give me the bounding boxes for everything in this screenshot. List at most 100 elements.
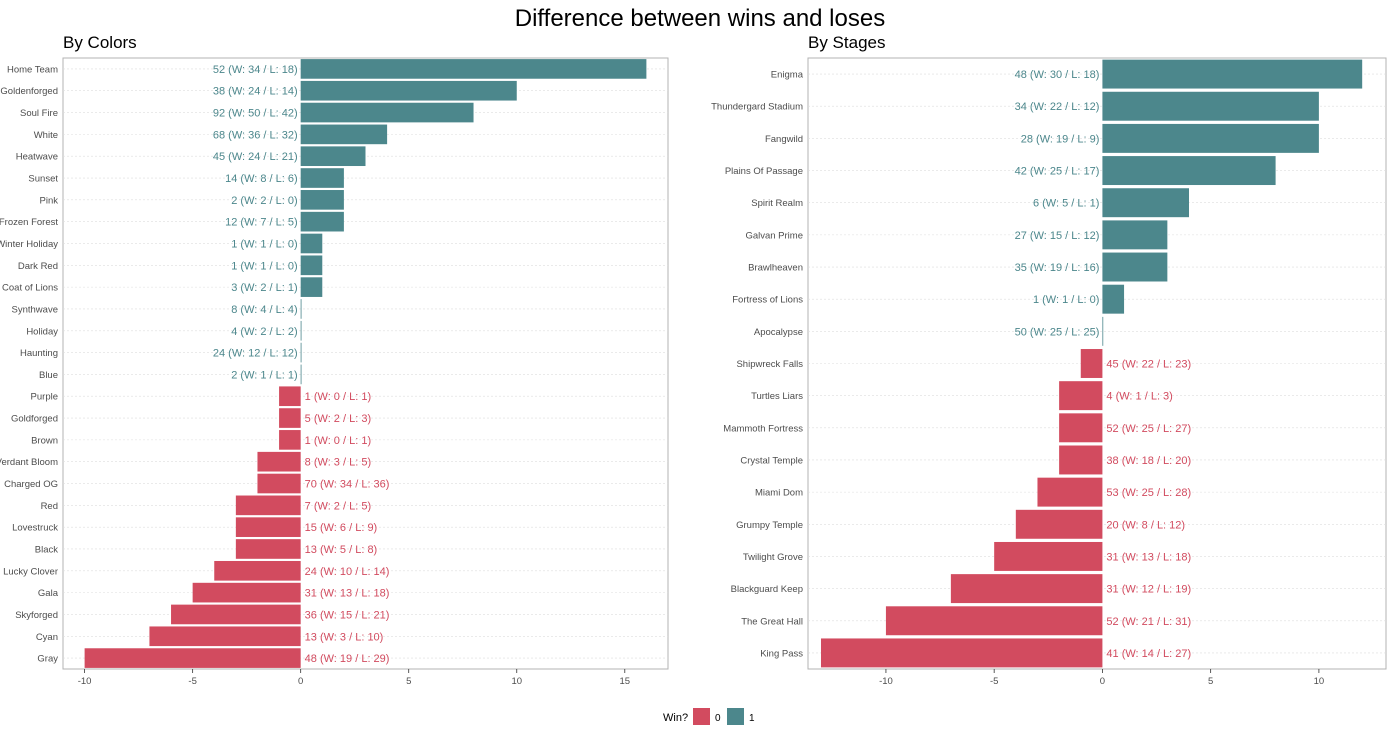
p0-bar-label: 36 (W: 15 / L: 21): [305, 609, 390, 621]
p1-category-label: Shipwreck Falls: [736, 359, 803, 370]
p0-bar-label: 31 (W: 13 / L: 18): [305, 588, 390, 600]
p0-bar: [300, 190, 344, 210]
p1-bar: [1102, 91, 1319, 121]
p0-category-label: Gray: [37, 654, 58, 665]
p0-bar-label: 4 (W: 2 / L: 2): [231, 326, 297, 338]
p1-category-label: Mammoth Fortress: [723, 423, 803, 434]
p0-bar: [171, 604, 301, 625]
p0-bar-label: 2 (W: 2 / L: 0): [231, 195, 297, 207]
p1-bar: [1059, 413, 1103, 443]
p0-bar-label: 1 (W: 1 / L: 0): [231, 260, 297, 272]
p1-category-label: Plains Of Passage: [725, 166, 803, 177]
p0-bar: [279, 430, 301, 450]
p0-category-label: Brown: [31, 435, 58, 446]
p1-bar-label: 38 (W: 18 / L: 20): [1106, 455, 1191, 467]
p1-category-label: Fortress of Lions: [732, 295, 803, 306]
p0-bar-label: 13 (W: 5 / L: 8): [305, 544, 378, 556]
p0-bar-label: 13 (W: 3 / L: 10): [305, 631, 384, 643]
p0-x-tick-label: -10: [78, 676, 92, 687]
p0-bar-label: 3 (W: 2 / L: 1): [231, 282, 297, 294]
legend-label-loss: 0: [715, 713, 721, 724]
legend-label-win: 1: [749, 713, 755, 724]
p0-bar: [300, 102, 474, 123]
legend-key-win: [727, 708, 744, 725]
p1-bar: [1102, 156, 1276, 186]
p0-bar: [235, 495, 301, 516]
p1-category-label: Spirit Realm: [751, 198, 803, 209]
p1-bar-label: 28 (W: 19 / L: 9): [1021, 133, 1100, 145]
p0-category-label: Skyforged: [15, 610, 58, 621]
p1-bar: [885, 606, 1103, 636]
p0-bar: [84, 648, 301, 668]
panel-by-stages: By Stages -10 -5 0 5 10 48 (W: 30 / L: 18) Eni…: [711, 33, 1387, 687]
p0-bar: [300, 146, 366, 167]
p0-bar: [300, 255, 323, 276]
p1-category-label: Galvan Prime: [745, 230, 803, 241]
p0-category-label: Goldenforged: [0, 86, 58, 97]
p0-category-label: Purple: [31, 392, 58, 403]
p0-category-label: Frozen Forest: [0, 217, 58, 228]
p0-category-label: Cyan: [36, 632, 58, 643]
p0-bar: [300, 342, 302, 363]
p0-category-label: Heatwave: [16, 152, 58, 163]
p0-x-tick-label: 0: [298, 676, 303, 687]
p1-bar: [1059, 381, 1103, 411]
p1-bar-label: 35 (W: 19 / L: 16): [1015, 262, 1100, 274]
p0-category-label: White: [34, 130, 58, 141]
panel-title-by-stages: By Stages: [808, 33, 886, 52]
p1-category-label: Apocalypse: [754, 327, 803, 338]
p1-bar: [1080, 349, 1103, 378]
p0-category-label: Synthwave: [12, 304, 58, 315]
p0-bar: [235, 539, 301, 559]
p1-bar-label: 6 (W: 5 / L: 1): [1033, 198, 1099, 210]
p0-bar: [300, 211, 344, 232]
p1-bar: [1102, 188, 1190, 218]
legend-key-loss: [693, 708, 710, 725]
p1-bar-label: 42 (W: 25 / L: 17): [1015, 166, 1100, 178]
p0-category-label: Red: [41, 501, 58, 512]
p1-bar-label: 50 (W: 25 / L: 25): [1015, 326, 1100, 338]
legend: Win? 0 1: [663, 708, 755, 725]
p0-bar-label: 15 (W: 6 / L: 9): [305, 522, 378, 534]
legend-title: Win?: [663, 712, 688, 724]
p0-bar: [300, 320, 302, 341]
p0-category-label: Coat of Lions: [2, 283, 58, 294]
p1-bar: [1102, 123, 1319, 153]
p1-category-label: Twilight Grove: [743, 552, 803, 563]
p0-bar-label: 8 (W: 4 / L: 4): [231, 304, 297, 316]
p0-bar: [300, 59, 647, 79]
p0-bar-label: 12 (W: 7 / L: 5): [225, 217, 298, 229]
p1-bar-label: 27 (W: 15 / L: 12): [1015, 230, 1100, 242]
p1-bar-label: 34 (W: 22 / L: 12): [1015, 101, 1100, 113]
p0-category-label: Home Team: [7, 64, 58, 75]
p1-bar-label: 1 (W: 1 / L: 0): [1033, 294, 1099, 306]
p0-bar-label: 14 (W: 8 / L: 6): [225, 173, 298, 185]
p0-x-tick-label: 15: [619, 676, 630, 687]
p1-x-tick-label: 10: [1314, 676, 1325, 687]
p0-bar: [300, 80, 517, 101]
p0-bar-label: 24 (W: 10 / L: 14): [305, 566, 390, 578]
p0-category-label: Dark Red: [18, 261, 58, 272]
p0-bar-label: 68 (W: 36 / L: 32): [213, 129, 298, 141]
p0-bar-label: 52 (W: 34 / L: 18): [213, 64, 298, 76]
p1-bar-label: 41 (W: 14 / L: 27): [1106, 648, 1191, 660]
p1-category-label: Turtles Liars: [751, 391, 803, 402]
p0-bar-label: 5 (W: 2 / L: 3): [305, 413, 371, 425]
p1-bar: [1102, 316, 1104, 346]
p1-bar: [1037, 477, 1103, 507]
p0-bar-label: 38 (W: 24 / L: 14): [213, 86, 298, 98]
p0-bar: [149, 626, 301, 647]
p1-bar: [820, 638, 1103, 668]
p0-category-label: Sunset: [28, 174, 58, 185]
p0-bar: [279, 408, 301, 428]
p0-category-label: Winter Holiday: [0, 239, 58, 250]
p0-x-tick-label: -5: [188, 676, 196, 687]
p0-bar-label: 92 (W: 50 / L: 42): [213, 108, 298, 120]
panel-by-colors: By Colors -10 -5 0 5 10 15 52 (W: 34 / L: 18) H…: [0, 33, 669, 687]
p0-x-tick-label: 10: [511, 676, 522, 687]
p0-category-label: Pink: [40, 195, 59, 206]
p0-category-label: Verdant Bloom: [0, 457, 58, 468]
p0-bar: [192, 582, 301, 603]
p1-bar: [950, 574, 1103, 604]
p1-x-tick-label: 0: [1100, 676, 1105, 687]
